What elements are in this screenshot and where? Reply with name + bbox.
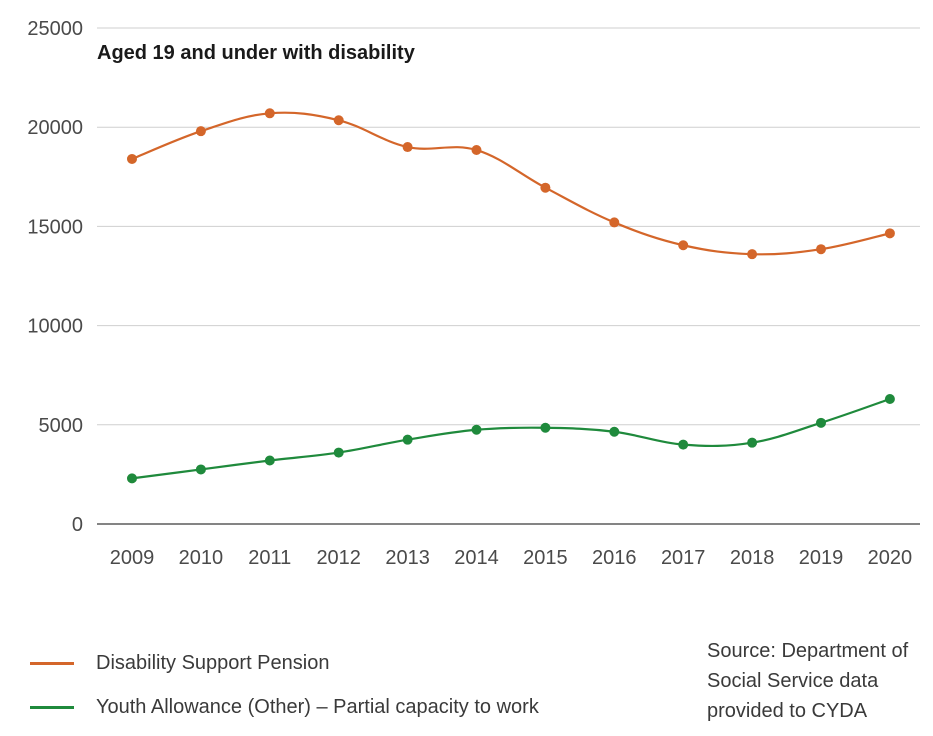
data-point-disability-support-pension-2019 [816,244,826,255]
data-point-youth-allowance-2019 [816,417,826,428]
x-tick-label-2016: 2016 [592,547,637,569]
data-point-disability-support-pension-2010 [195,126,206,137]
x-tick-label-2017: 2017 [661,547,706,569]
series-line-youth-allowance [131,397,891,480]
legend-swatch-disability-support-pension [30,661,74,665]
legend-item-disability-support-pension: Disability Support Pension [30,648,539,678]
legend-swatch-youth-allowance [30,705,74,709]
x-tick-label-2013: 2013 [385,547,430,569]
data-point-youth-allowance-2011 [264,455,275,466]
y-tick-label-15000: 15000 [27,216,83,238]
data-point-youth-allowance-2010 [195,464,206,475]
x-tick-label-2011: 2011 [248,547,291,569]
x-tick-label-2018: 2018 [730,547,775,569]
x-tick-label-2015: 2015 [523,547,568,569]
y-tick-label-5000: 5000 [39,415,84,437]
legend-label-disability-support-pension: Disability Support Pension [96,651,330,674]
y-tick-label-0: 0 [72,514,83,536]
data-point-disability-support-pension-2009 [127,153,137,164]
data-point-disability-support-pension-2015 [540,182,551,193]
legend-item-youth-allowance: Youth Allowance (Other) – Partial capaci… [30,692,539,722]
x-tick-label-2010: 2010 [179,547,224,569]
data-point-disability-support-pension-2017 [678,240,689,251]
data-point-youth-allowance-2018 [747,437,758,448]
legend-label-youth-allowance: Youth Allowance (Other) – Partial capaci… [96,695,539,718]
data-point-youth-allowance-2016 [609,426,620,437]
series-line-disability-support-pension [131,111,891,256]
data-point-disability-support-pension-2018 [747,249,758,260]
data-point-disability-support-pension-2011 [264,108,275,119]
data-point-youth-allowance-2015 [540,422,551,433]
x-tick-label-2019: 2019 [799,547,844,569]
y-axis-tick-labels: 0 5000 10000 15000 20000 25000 [27,18,83,536]
data-point-youth-allowance-2009 [127,473,137,484]
data-point-youth-allowance-2017 [678,439,689,450]
y-tick-label-20000: 20000 [27,117,83,139]
data-point-disability-support-pension-2020 [884,228,895,239]
data-point-youth-allowance-2013 [402,434,413,445]
data-point-disability-support-pension-2016 [609,217,620,228]
data-point-youth-allowance-2014 [471,424,482,435]
data-point-youth-allowance-2012 [333,447,344,458]
x-tick-label-2020: 2020 [868,547,913,569]
series-group [127,108,895,484]
gridlines [97,27,920,525]
source-note: Source: Department of Social Service dat… [707,640,909,722]
x-tick-label-2009: 2009 [110,547,155,569]
data-point-disability-support-pension-2012 [333,115,344,126]
data-point-youth-allowance-2020 [884,394,895,405]
x-tick-label-2014: 2014 [454,547,499,569]
x-axis-tick-labels: 2009 2010 2011 2012 2013 2014 2015 2016 2017 2018… [110,547,912,569]
legend: Disability Support Pension Youth Allowan… [30,648,539,736]
y-tick-label-25000: 25000 [27,18,83,40]
x-tick-label-2012: 2012 [316,547,361,569]
data-point-disability-support-pension-2014 [471,145,482,156]
y-tick-label-10000: 10000 [27,316,83,338]
data-point-disability-support-pension-2013 [402,142,413,153]
chart-title: Aged 19 and under with disability [97,42,416,64]
